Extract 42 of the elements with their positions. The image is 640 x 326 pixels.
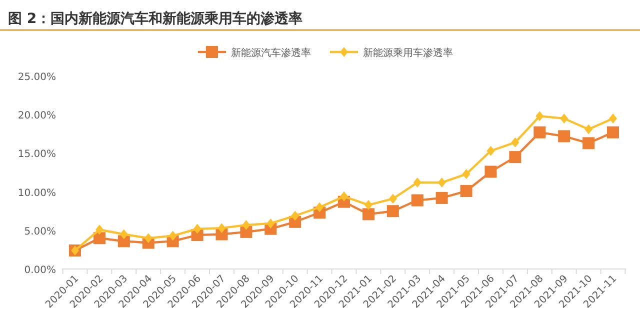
point xyxy=(436,192,448,204)
point xyxy=(364,200,372,210)
point xyxy=(462,169,470,180)
y-tick-label: 5.00% xyxy=(24,226,56,238)
point xyxy=(95,224,104,235)
point xyxy=(560,113,568,124)
point xyxy=(388,194,397,204)
point xyxy=(242,220,250,230)
point xyxy=(218,223,226,234)
point xyxy=(536,111,544,122)
point xyxy=(511,137,520,148)
point xyxy=(316,202,324,212)
chart-title: 图 2：国内新能源汽车和新能源乘用车的渗透率 xyxy=(8,10,303,27)
point xyxy=(582,137,595,150)
point xyxy=(291,210,300,221)
point xyxy=(484,166,497,178)
point xyxy=(609,113,617,124)
point xyxy=(340,191,348,202)
point xyxy=(607,126,619,138)
y-tick-label: 20.00% xyxy=(18,110,56,122)
point xyxy=(168,230,177,241)
point xyxy=(386,205,399,218)
point xyxy=(193,224,202,234)
point xyxy=(558,130,570,142)
point xyxy=(438,178,446,188)
point xyxy=(460,185,472,198)
point xyxy=(509,151,522,164)
point xyxy=(486,146,495,156)
point xyxy=(144,233,152,244)
y-tick-label: 10.00% xyxy=(18,188,56,199)
point xyxy=(584,124,593,134)
point xyxy=(266,218,275,228)
point xyxy=(362,208,374,220)
legend-label: 新能源汽车渗透率 xyxy=(231,47,311,59)
point xyxy=(120,229,128,240)
point xyxy=(534,126,546,138)
y-tick-label: 0.00% xyxy=(24,265,56,276)
point xyxy=(411,194,424,206)
y-tick-label: 25.00% xyxy=(18,72,56,83)
point xyxy=(413,178,422,188)
legend-label: 新能源乘用车渗透率 xyxy=(363,47,453,59)
y-tick-label: 15.00% xyxy=(18,149,56,160)
